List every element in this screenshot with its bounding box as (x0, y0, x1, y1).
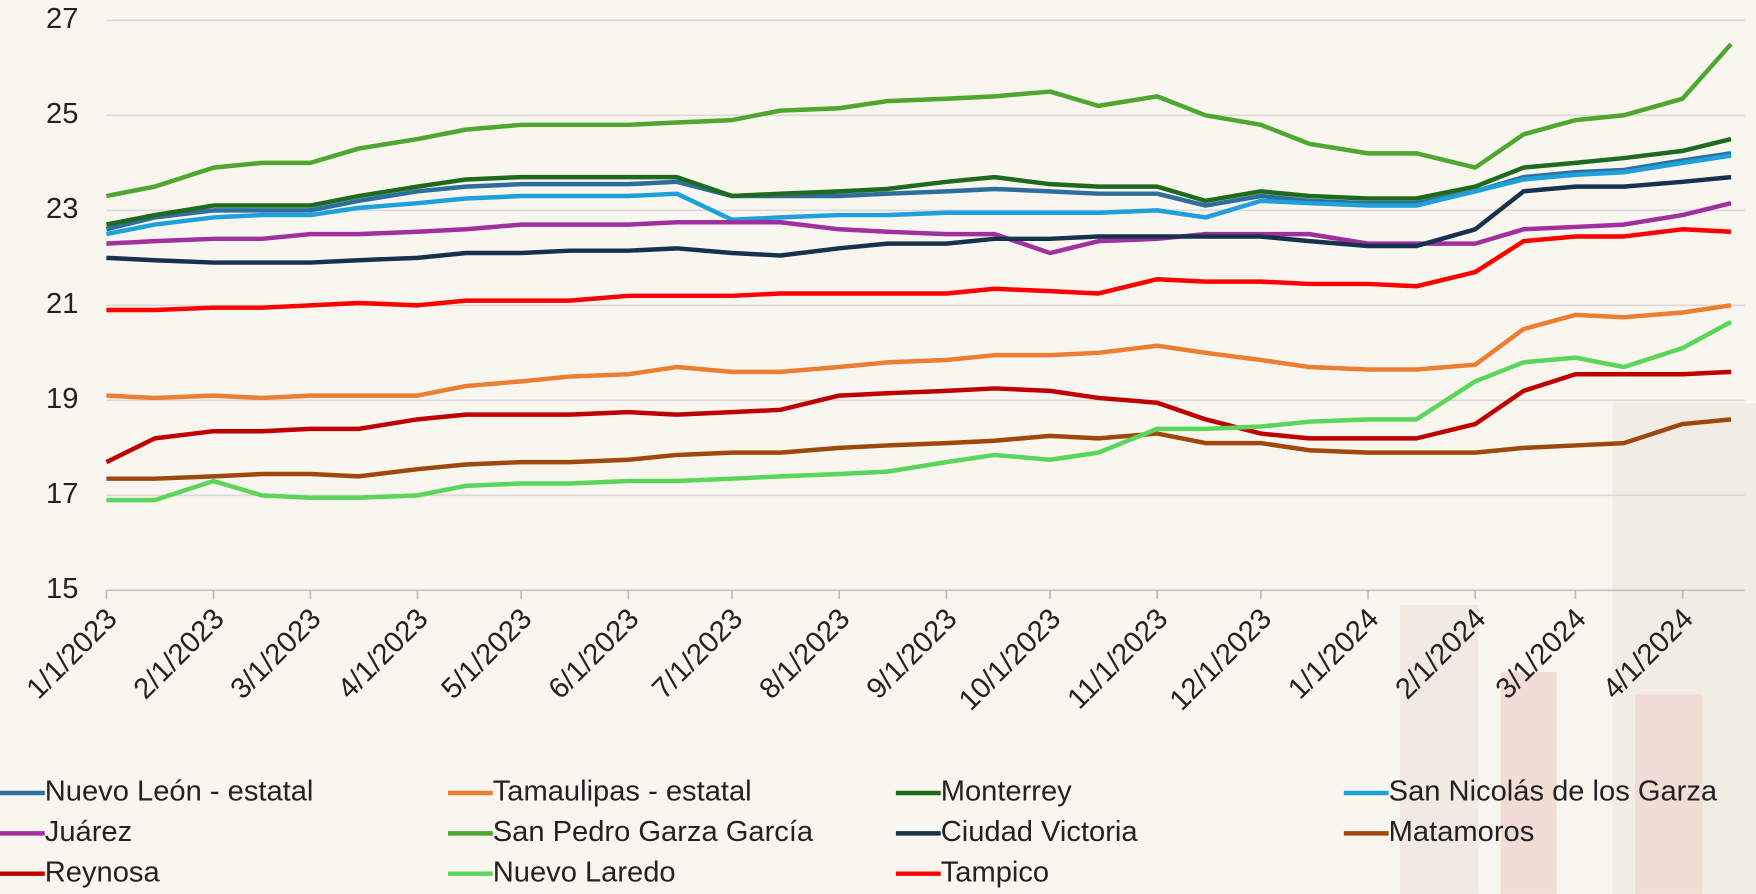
series-line (105, 369, 1732, 465)
series-line (106, 303, 1732, 401)
series-line (105, 153, 1732, 237)
legend-label: Reynosa (45, 856, 161, 888)
legend-label: Monterrey (941, 776, 1072, 808)
legend-label: Nuevo Laredo (493, 856, 676, 888)
legend-label: Matamoros (1389, 816, 1535, 848)
y-tick-label: 15 (46, 573, 78, 605)
legend-label: San Nicolás de los Garza (1389, 776, 1718, 808)
y-tick-label: 25 (46, 98, 78, 130)
background-decoration (1399, 403, 1756, 894)
legend-label: Tampico (941, 856, 1049, 888)
legend-label: Ciudad Victoria (941, 816, 1139, 848)
y-tick-label: 27 (46, 3, 78, 35)
y-tick-label: 19 (46, 383, 78, 415)
series-line (106, 174, 1732, 265)
series-line (106, 417, 1732, 481)
legend-label: Tamaulipas - estatal (493, 776, 752, 808)
series-line (105, 42, 1733, 199)
series-line (106, 319, 1733, 503)
y-tick-label: 17 (46, 478, 78, 510)
legend-label: Nuevo León - estatal (45, 776, 314, 808)
legend-label: Juárez (45, 816, 132, 848)
y-tick-label: 23 (46, 193, 78, 225)
series-line (105, 136, 1732, 227)
series-line (106, 227, 1732, 313)
legend-label: San Pedro Garza García (493, 816, 814, 848)
series-line (106, 201, 1732, 256)
y-tick-label: 21 (46, 288, 78, 320)
